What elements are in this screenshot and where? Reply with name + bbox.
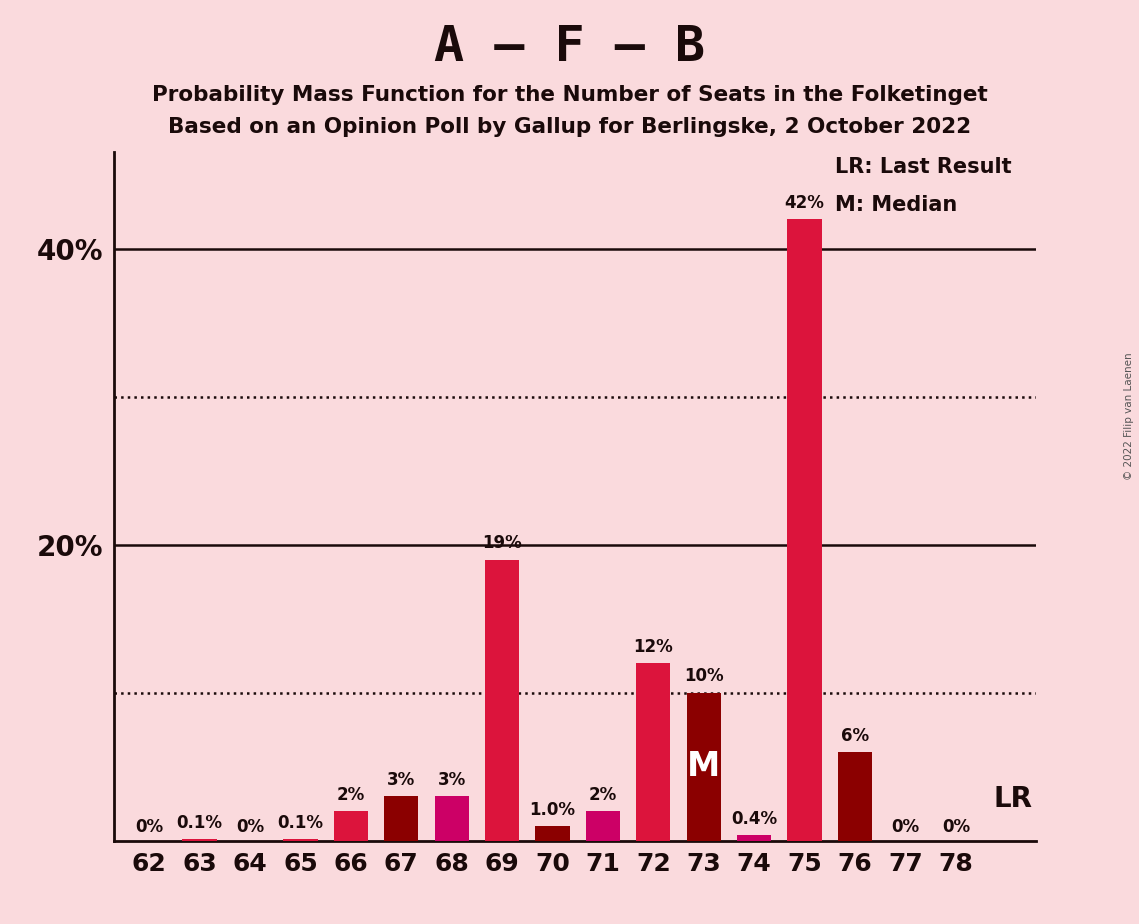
Bar bbox=[585, 811, 620, 841]
Text: 0%: 0% bbox=[136, 818, 163, 835]
Bar bbox=[435, 796, 469, 841]
Text: © 2022 Filip van Laenen: © 2022 Filip van Laenen bbox=[1124, 352, 1133, 480]
Text: Probability Mass Function for the Number of Seats in the Folketinget: Probability Mass Function for the Number… bbox=[151, 85, 988, 105]
Bar bbox=[737, 835, 771, 841]
Text: 0%: 0% bbox=[236, 818, 264, 835]
Text: 0%: 0% bbox=[942, 818, 970, 835]
Text: 2%: 2% bbox=[337, 785, 364, 804]
Text: M: Median: M: Median bbox=[835, 195, 957, 215]
Bar bbox=[787, 219, 821, 841]
Text: 0.1%: 0.1% bbox=[177, 814, 222, 832]
Text: 3%: 3% bbox=[387, 771, 416, 789]
Text: 1.0%: 1.0% bbox=[530, 800, 575, 819]
Text: 0.4%: 0.4% bbox=[731, 809, 777, 828]
Bar bbox=[637, 663, 671, 841]
Text: 0%: 0% bbox=[892, 818, 919, 835]
Bar bbox=[384, 796, 418, 841]
Text: LR: LR bbox=[993, 785, 1033, 813]
Text: M: M bbox=[687, 750, 720, 784]
Text: 19%: 19% bbox=[482, 534, 522, 553]
Text: A – F – B: A – F – B bbox=[434, 23, 705, 71]
Text: 42%: 42% bbox=[785, 194, 825, 212]
Text: 10%: 10% bbox=[683, 667, 723, 686]
Bar bbox=[838, 752, 872, 841]
Text: Based on an Opinion Poll by Gallup for Berlingske, 2 October 2022: Based on an Opinion Poll by Gallup for B… bbox=[167, 117, 972, 138]
Text: LR: Last Result: LR: Last Result bbox=[835, 157, 1011, 176]
Bar bbox=[687, 693, 721, 841]
Text: 2%: 2% bbox=[589, 785, 617, 804]
Bar bbox=[182, 839, 216, 841]
Text: 12%: 12% bbox=[633, 638, 673, 656]
Text: 6%: 6% bbox=[841, 726, 869, 745]
Bar bbox=[284, 839, 318, 841]
Bar bbox=[334, 811, 368, 841]
Text: 0.1%: 0.1% bbox=[278, 814, 323, 832]
Bar bbox=[535, 826, 570, 841]
Text: 3%: 3% bbox=[437, 771, 466, 789]
Bar bbox=[485, 560, 519, 841]
